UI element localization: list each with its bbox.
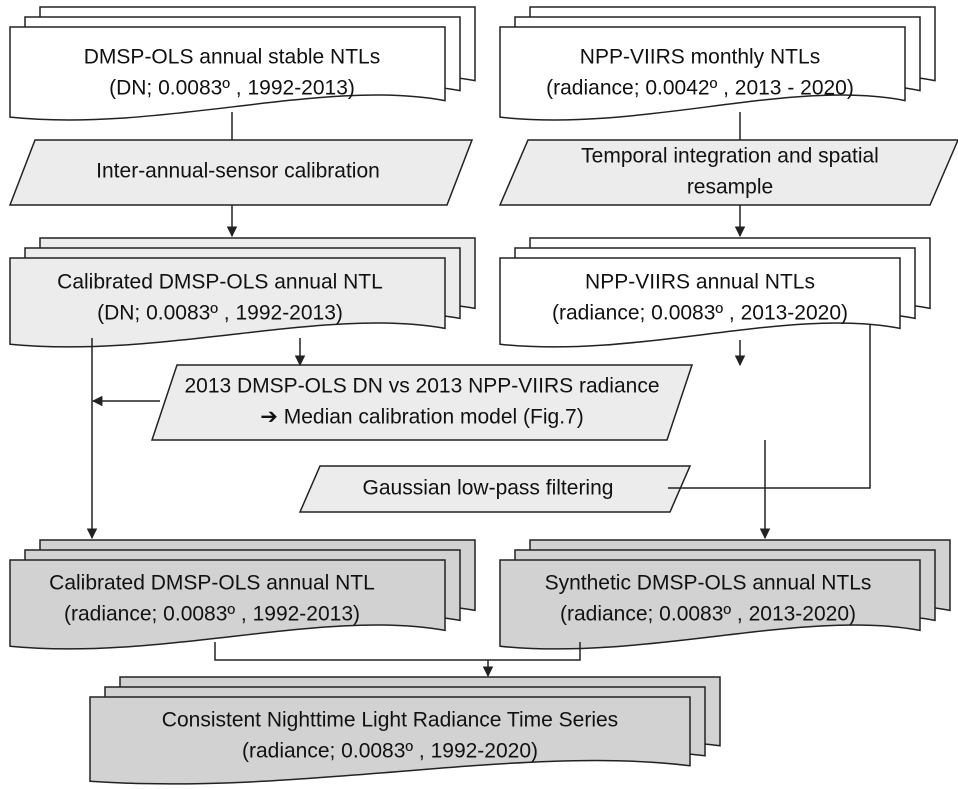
node-text: Calibrated DMSP-OLS annual NTL <box>57 271 383 294</box>
document-shape <box>9 257 446 348</box>
node-text: Gaussian low-pass filtering <box>363 477 614 500</box>
document-shape <box>499 257 901 348</box>
process-shape <box>150 364 694 441</box>
labels: DMSP-OLS annual stable NTLs (DN; 0.0083º… <box>49 46 879 763</box>
connector <box>668 325 871 489</box>
node-text: 2013 DMSP-OLS DN vs 2013 NPP-VIIRS radia… <box>184 375 659 398</box>
document-shape <box>9 26 446 121</box>
process-shape <box>498 139 958 206</box>
document-shape <box>499 559 921 650</box>
node-text: (radiance; 0.0083º , 2013-2020) <box>552 302 848 325</box>
node-text: NPP-VIIRS monthly NTLs <box>580 46 820 69</box>
node-text: (radiance; 0.0083º , 2013-2020) <box>560 603 856 626</box>
node-text: (DN; 0.0083º , 1992-2013) <box>97 302 343 325</box>
connectors <box>86 112 871 678</box>
node-text: Synthetic DMSP-OLS annual NTLs <box>545 572 872 595</box>
document-shape <box>9 559 446 650</box>
node-text: Consistent Nighttime Light Radiance Time… <box>162 709 618 732</box>
node-text: Inter-annual-sensor calibration <box>96 160 380 183</box>
node-text: DMSP-OLS annual stable NTLs <box>84 46 380 69</box>
node-text: NPP-VIIRS annual NTLs <box>585 271 815 294</box>
node-text: (radiance; 0.0083º , 1992-2020) <box>242 740 538 763</box>
node-text: resample <box>687 176 773 199</box>
node-text: Temporal integration and spatial <box>581 145 879 168</box>
node-text: ➔ Median calibration model (Fig.7) <box>260 406 583 429</box>
document-shape <box>499 26 906 121</box>
node-text: (radiance; 0.0083º , 1992-2013) <box>64 603 360 626</box>
process-shape <box>298 465 692 513</box>
connector <box>214 642 581 661</box>
node-text: (DN; 0.0083º , 1992-2013) <box>109 77 355 100</box>
document-shape <box>89 696 691 785</box>
node-text: (radiance; 0.0042º , 2013 - 2020) <box>546 77 854 100</box>
node-text: Calibrated DMSP-OLS annual NTL <box>49 572 375 595</box>
process-shape <box>8 139 474 206</box>
